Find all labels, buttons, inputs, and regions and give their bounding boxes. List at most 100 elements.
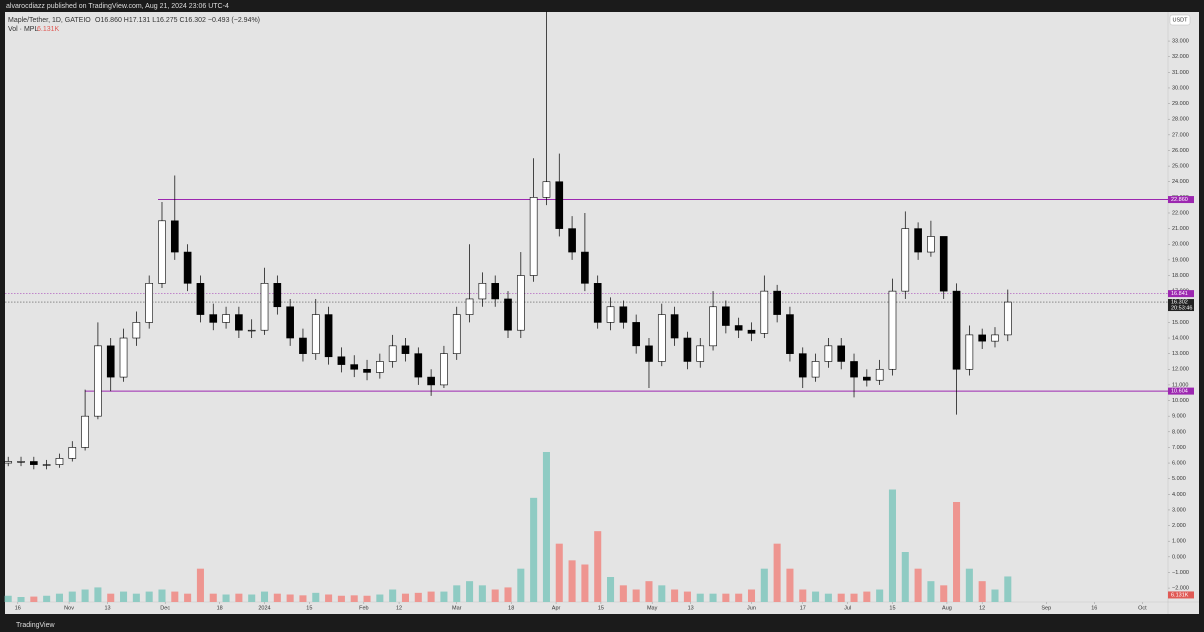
y-tick-label: 27.000 [1172,132,1189,138]
x-tick-label: Aug [942,605,952,611]
y-tick-label: −2.000 [1172,586,1189,592]
x-tick-label: Feb [359,605,368,611]
candle-body [106,345,115,378]
candle-body [235,314,243,331]
candle-body [465,298,474,315]
x-tick-label: 13 [688,605,694,611]
y-tick-label: 4.000 [1172,492,1186,498]
volume-bar [658,585,666,602]
candle-body [978,334,987,342]
volume-bar [376,594,384,602]
mark-price-badge [1168,290,1194,298]
volume-bar [491,589,499,602]
candle-body [516,275,525,331]
y-tick-label: 10.000 [1172,398,1189,404]
x-tick-label: 18 [508,605,514,611]
y-tick-label: 32.000 [1172,54,1189,60]
volume-bar [735,593,743,602]
y-tick-label: 21.000 [1172,226,1189,232]
candle-body [452,314,461,354]
x-tick-label: 16 [15,605,21,611]
chart-title: Maple/Tether, 1D, GATEIO [8,17,91,24]
volume-bar [325,594,333,602]
candle-body [376,361,384,373]
candle-body [555,181,564,229]
volume-bar [299,595,307,602]
candle-body [645,345,653,362]
footer: TradingView [16,622,55,629]
x-tick-label: 16 [1091,605,1097,611]
volume-bar [337,595,345,602]
y-tick-label: 2.000 [1172,523,1186,529]
y-tick-label: 30.000 [1172,85,1189,91]
candle-body [632,322,640,347]
volume-bar [645,581,653,602]
volume-bar [760,568,768,602]
candle-body [568,228,576,253]
candle-body [504,298,512,331]
volume-bar [427,591,435,602]
volume-bar [876,589,884,602]
level-badge [1168,387,1194,395]
y-tick-label: 13.000 [1172,351,1189,357]
volume-bar [683,591,691,602]
volume-bar [414,592,422,602]
candle-body [324,314,333,358]
y-tick-label: 5.000 [1172,476,1186,482]
volume-bar [709,593,717,602]
ohlc: O16.860 H17.131 L16.275 C16.302 −0.493 (… [95,17,260,24]
candle-body [722,306,730,326]
publisher: alvarocdiazz published on TradingView.co… [6,3,229,10]
y-tick-label: 11.000 [1172,382,1188,388]
volume-bar [901,552,909,602]
x-tick-label: Apr [552,605,561,611]
volume-bar [991,589,999,602]
volume-bar [517,568,525,602]
candle-body [619,306,628,323]
y-tick-label: 33.000 [1172,39,1189,45]
y-tick-label: 31.000 [1172,70,1189,76]
candle-body [657,314,666,362]
volume-bar [747,589,756,602]
candle-body [811,361,820,378]
volume-bar [184,593,192,602]
candle-body [427,376,435,386]
y-tick-label: 7.000 [1172,445,1186,451]
volume-bar [43,595,51,602]
candle-body [773,290,781,315]
volume-bar [773,543,781,602]
candle-body [875,368,884,381]
volume-bar [30,596,38,602]
volume-bar [619,585,627,602]
y-tick-label: 28.000 [1172,117,1189,123]
candle-body [94,345,102,417]
candle-body [927,236,935,253]
x-tick-label: 15 [598,605,604,611]
candle-body [760,290,769,334]
currency-box[interactable] [1169,14,1191,26]
volume-bar [478,585,486,602]
x-tick-label: May [647,605,658,611]
candle-body [286,306,294,339]
volume-bar [120,591,128,602]
volume-bar [581,564,589,602]
volume-bar [940,585,948,602]
x-tick-label: 2024 [258,605,270,611]
candle-body [4,461,13,464]
candle-body [363,368,371,373]
volume-badge-label: 6.131K [1171,592,1189,598]
candle-body [260,283,269,331]
volume-bar [927,581,935,602]
volume-bar [568,560,576,602]
candle-body [222,314,230,323]
candle-body [414,353,423,378]
y-tick-label: 26.000 [1172,148,1189,154]
x-tick-label: Dec [160,605,170,611]
candle-body [670,314,679,339]
volume-bar [389,589,397,602]
plot-area [5,12,1168,602]
x-tick-label: 17 [800,605,806,611]
volume-bar [696,593,704,602]
volume-bar [401,593,410,602]
candle-body [888,290,897,370]
